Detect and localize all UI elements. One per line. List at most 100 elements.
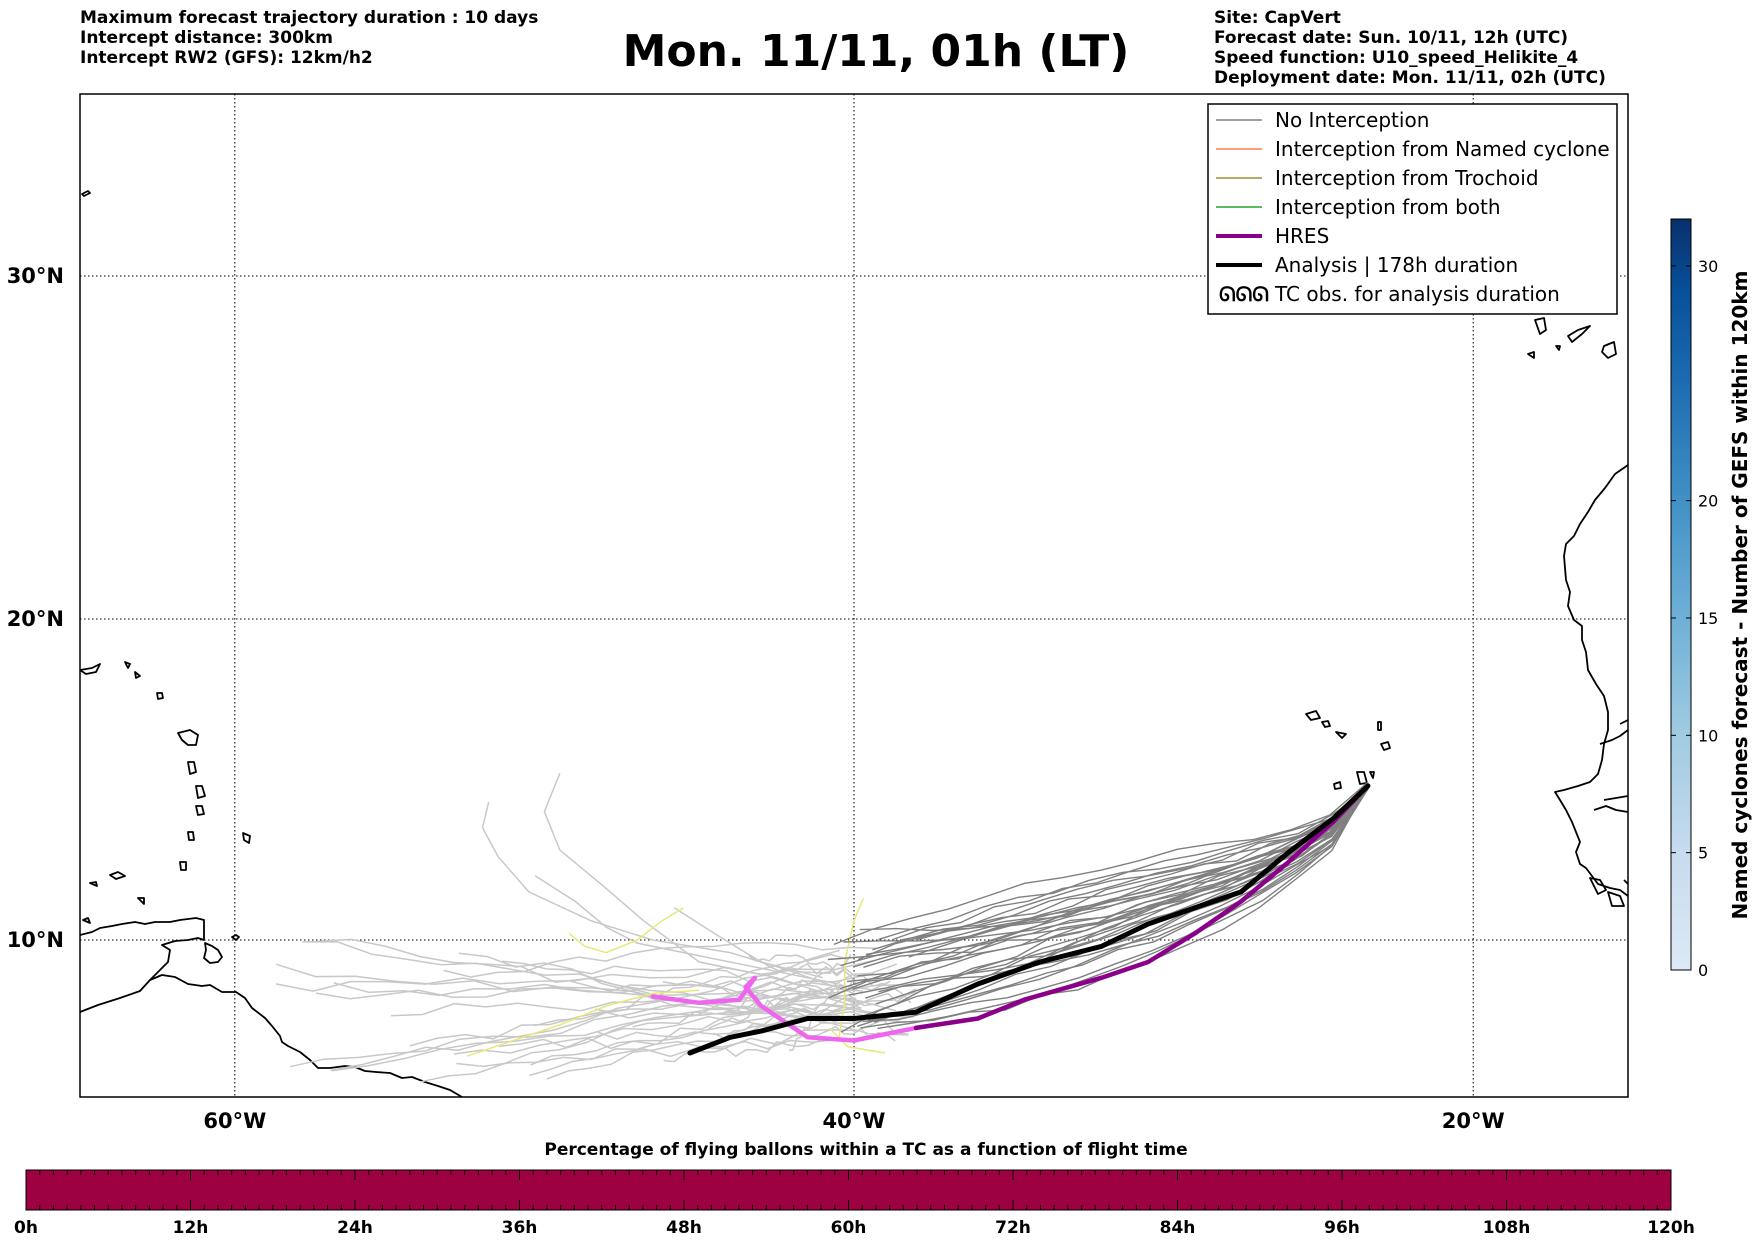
legend-item: HRES — [1216, 224, 1329, 248]
island-antigua — [156, 692, 164, 700]
header-line-speed-function: Speed function: U10_speed_Helikite_4 — [1214, 48, 1579, 68]
colorbar-right-label: Named cyclones forecast - Number of GEFS… — [1728, 271, 1752, 920]
ensemble-tracks-far — [275, 772, 917, 1083]
legend-item: No Interception — [1216, 108, 1429, 132]
island-sal — [1377, 721, 1382, 731]
legend-item: Interception from Named cyclone — [1216, 137, 1610, 161]
island-madeira — [81, 190, 91, 197]
coastline-south-america — [80, 974, 463, 1097]
track-no-interception-far — [391, 963, 898, 1017]
island-virgin-islands — [124, 661, 141, 679]
lon-label: 20°W — [1442, 1109, 1505, 1133]
legend-label: Analysis | 178h duration — [1275, 253, 1518, 277]
island-small-antilles — [82, 871, 145, 924]
latitude-labels: 30°N 20°N 10°N — [7, 264, 64, 952]
track-no-interception-far — [502, 960, 862, 1004]
legend-box — [1207, 103, 1618, 315]
analysis-track — [687, 783, 1371, 1056]
legend-item: Analysis | 178h duration — [1216, 253, 1518, 277]
island-santo-antao — [1305, 710, 1321, 721]
island-barbados — [242, 832, 251, 844]
track-yellow — [466, 989, 700, 1057]
header-line-intercept-distance: Intercept distance: 300km — [80, 28, 333, 48]
island-sao-vicente — [1321, 720, 1347, 739]
colorbar-bottom-tick-label: 120h — [1647, 1218, 1695, 1238]
track-no-interception — [867, 787, 1369, 1021]
colorbar-bottom-tick-label: 60h — [831, 1218, 867, 1238]
island-canary-3 — [1601, 341, 1617, 359]
track-no-interception-far — [766, 988, 917, 1011]
ensemble-tracks-yellow — [466, 898, 886, 1057]
island-fogo — [1333, 781, 1342, 790]
legend-item: Interception from both — [1216, 195, 1501, 219]
header-line-max-duration: Maximum forecast trajectory duration : 1… — [80, 8, 539, 28]
colorbar-bottom-tick-label: 12h — [173, 1218, 209, 1238]
cyclone-icon: ᘏᘏᘏ — [1219, 282, 1269, 306]
colorbar-right-tick-label: 10 — [1698, 726, 1718, 745]
track-no-interception-far — [315, 984, 862, 1009]
island-st-lucia — [195, 805, 205, 816]
island-dominica — [187, 761, 197, 775]
coastline-guinea-bissau — [1593, 795, 1628, 813]
track-yellow — [837, 898, 864, 1041]
colorbar-right-tick-label: 20 — [1698, 492, 1718, 511]
track-no-interception — [878, 782, 1369, 993]
track-no-interception — [862, 788, 1369, 1022]
island-martinique — [195, 785, 206, 799]
track-no-interception-curl — [534, 875, 839, 985]
header-line-intercept-rw2: Intercept RW2 (GFS): 12km/h2 — [80, 48, 373, 68]
colorbar-right-tick-label: 30 — [1698, 257, 1718, 276]
track-no-interception — [833, 781, 1369, 946]
colorbar-right-tick-label: 0 — [1698, 961, 1708, 980]
colorbar-bottom-tick-label: 24h — [337, 1218, 373, 1238]
coastlines — [80, 190, 1628, 1097]
track-no-interception — [874, 785, 1369, 1023]
legend-item: Interception from Trochoid — [1216, 166, 1539, 190]
legend: No Interception Interception from Named c… — [1207, 103, 1618, 315]
colorbar-bottom-tick-label: 0h — [14, 1218, 38, 1238]
track-no-interception-far — [420, 988, 863, 1083]
colorbar-bottom: Percentage of flying ballons within a TC… — [14, 1140, 1695, 1238]
colorbar-right-tick-label: 15 — [1698, 609, 1718, 628]
island-boa-vista — [1380, 741, 1391, 751]
track-no-interception — [839, 782, 1369, 990]
colorbar-right: 0 5 10 15 20 30 Named cyclones forecast - Num… — [1670, 218, 1752, 980]
legend-label: TC obs. for analysis duration — [1274, 282, 1560, 306]
longitude-labels: 60°W 40°W 20°W — [203, 1109, 1504, 1133]
colorbar-bottom-tick-label: 96h — [1324, 1218, 1360, 1238]
legend-item: ᘏᘏᘏ TC obs. for analysis duration — [1219, 282, 1560, 306]
track-no-interception — [853, 782, 1369, 968]
track-no-interception-far — [775, 1003, 909, 1036]
header-line-site: Site: CapVert — [1214, 8, 1341, 28]
legend-label: HRES — [1275, 224, 1329, 248]
island-guadeloupe — [177, 729, 199, 746]
track-no-interception-far — [443, 942, 877, 978]
legend-label: Interception from both — [1275, 195, 1501, 219]
lon-label: 60°W — [203, 1109, 266, 1133]
track-no-interception-far — [533, 991, 916, 1027]
track-no-interception — [872, 785, 1369, 951]
coastline-trinidad — [203, 942, 223, 964]
colorbar-right-gradient — [1670, 218, 1692, 971]
coastline-venezuela-gulf — [80, 917, 205, 981]
coastline-tobago — [231, 934, 240, 941]
lat-label: 20°N — [7, 607, 64, 631]
track-yellow — [568, 907, 685, 954]
track-yellow — [828, 1027, 886, 1054]
track-no-interception — [856, 784, 1369, 1027]
track-no-interception-far — [529, 972, 874, 1077]
lat-label: 10°N — [7, 928, 64, 952]
track-no-interception-far — [594, 953, 848, 1013]
track-no-interception-far — [498, 1037, 857, 1050]
lon-label: 40°W — [823, 1109, 886, 1133]
colorbar-bottom-tick-label: 108h — [1483, 1218, 1531, 1238]
track-no-interception — [892, 784, 1369, 941]
graticule — [80, 94, 1628, 1097]
track-no-interception-far — [456, 1018, 885, 1068]
track-no-interception-far — [453, 1008, 907, 1055]
track-no-interception — [857, 784, 1369, 961]
island-puerto-rico — [80, 663, 101, 675]
colorbar-bottom-tick-label: 48h — [666, 1218, 702, 1238]
track-no-interception-curl — [673, 907, 824, 979]
